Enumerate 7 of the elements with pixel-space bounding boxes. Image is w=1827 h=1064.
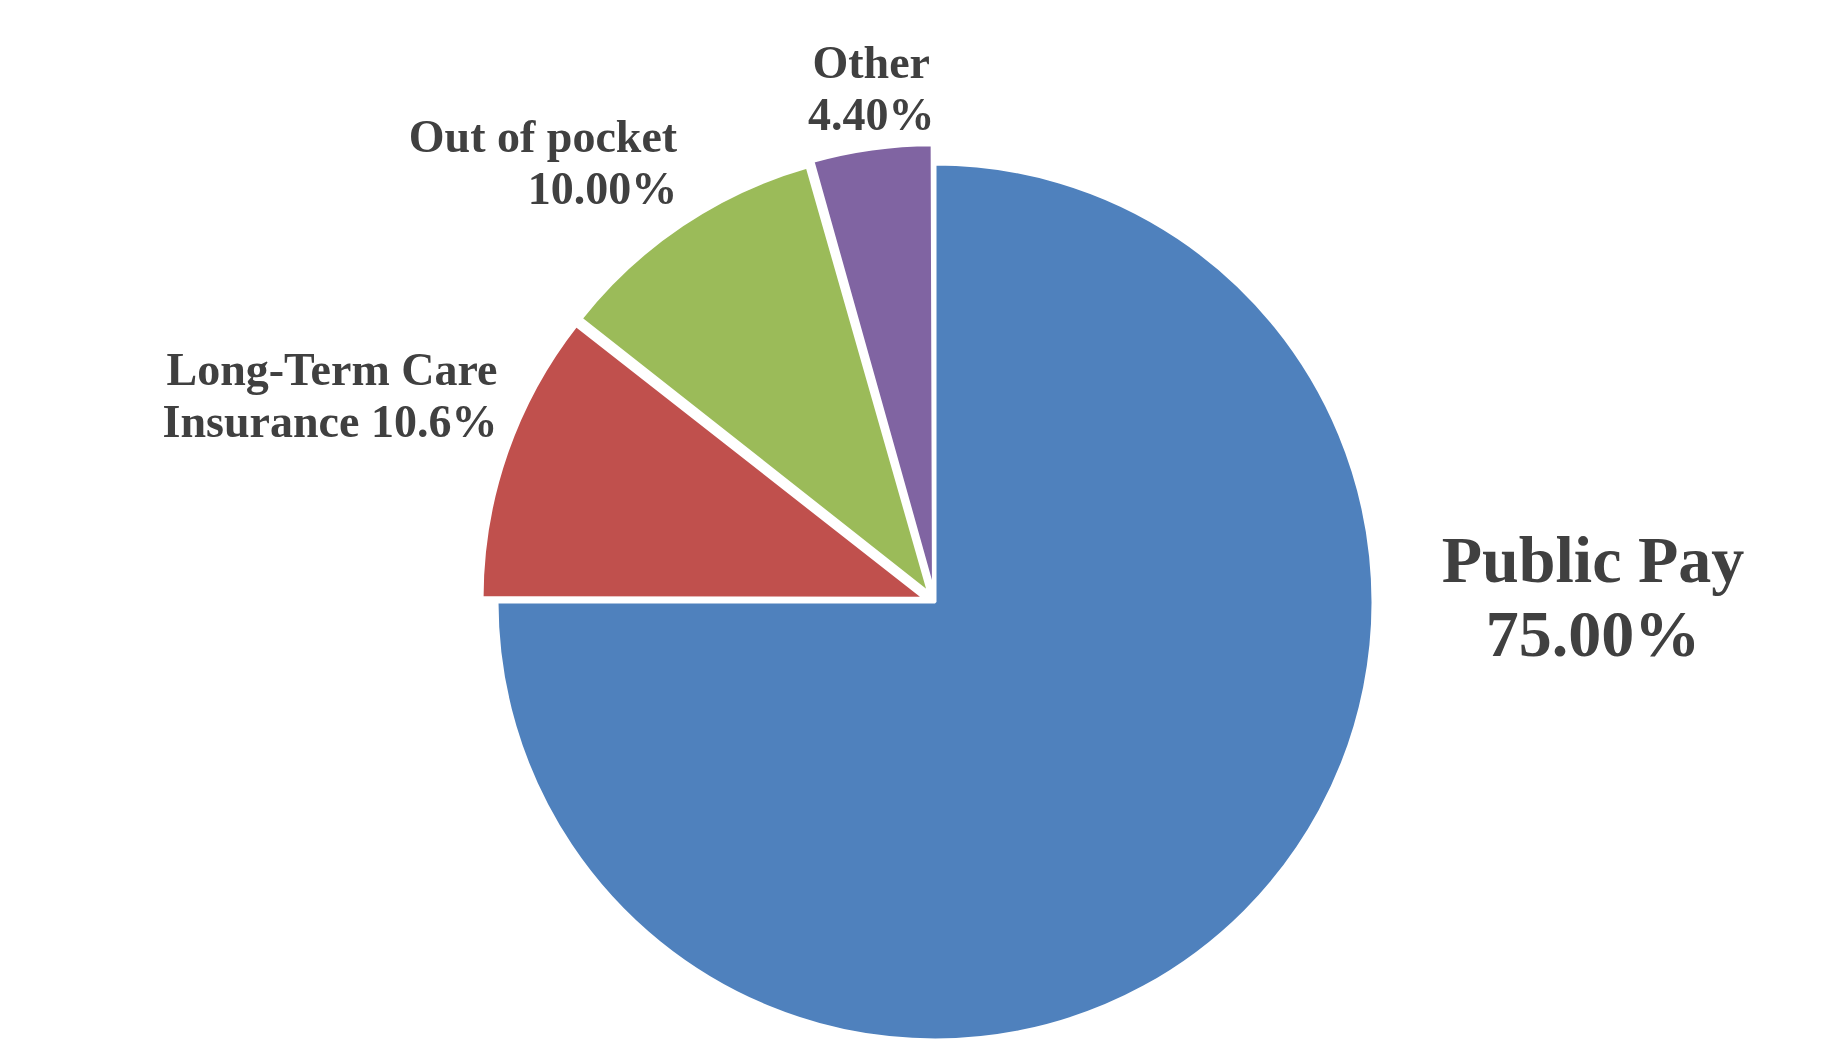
slice-label: Out of pocket xyxy=(408,111,678,163)
slice-label: Long-Term Care Insurance 10.6% xyxy=(162,344,498,447)
slice-label: Other xyxy=(812,37,930,89)
slice-label: Public Pay xyxy=(1441,523,1745,597)
data-label: 75.00% xyxy=(1485,597,1701,671)
data-label: 4.40% xyxy=(807,88,935,140)
data-label: 10.00% xyxy=(527,162,678,214)
